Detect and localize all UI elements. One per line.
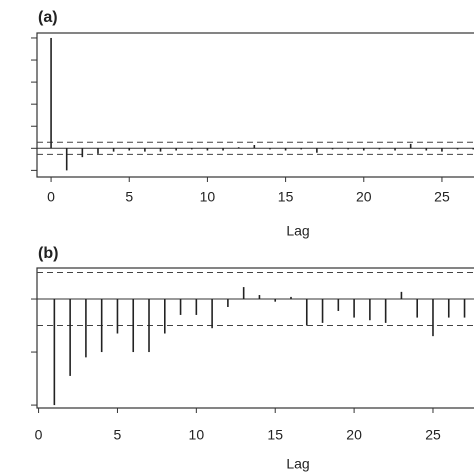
x-tick-label: 10 [189, 427, 205, 443]
x-axis-label: Lag [286, 456, 309, 472]
plot-frame [36, 32, 474, 178]
plot-frame [36, 267, 474, 409]
panel-label: (a) [38, 9, 58, 26]
x-tick-label: 15 [278, 189, 294, 205]
x-tick-label: 25 [434, 189, 450, 205]
x-tick-label: 15 [267, 427, 283, 443]
x-tick-label: 0 [35, 427, 43, 443]
x-tick-label: 20 [356, 189, 372, 205]
x-tick-label: 25 [425, 427, 441, 443]
x-axis-label: Lag [286, 223, 309, 239]
panel-label: (b) [38, 245, 58, 262]
x-tick-label: 20 [346, 427, 362, 443]
x-tick-label: 10 [200, 189, 216, 205]
x-tick-label: 0 [47, 189, 55, 205]
x-tick-label: 5 [114, 427, 122, 443]
x-tick-label: 5 [125, 189, 133, 205]
